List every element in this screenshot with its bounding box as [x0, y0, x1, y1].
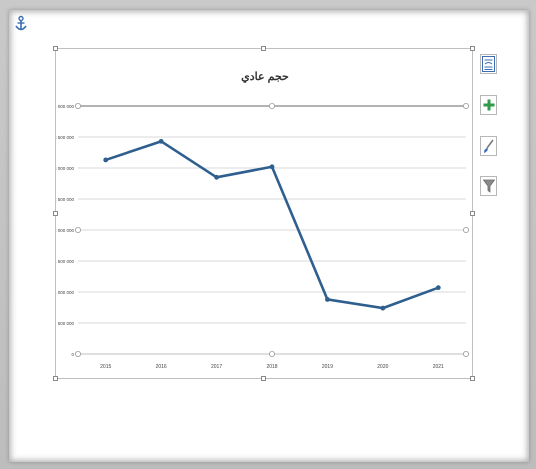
y-tick-label: 0 — [71, 352, 74, 357]
y-tick-label: 2 000 000 — [56, 228, 74, 233]
resize-handle[interactable] — [53, 211, 58, 216]
series — [103, 138, 441, 311]
y-tick-label: 500 000 — [58, 321, 75, 326]
resize-handle[interactable] — [53, 46, 58, 51]
x-tick-label: 2016 — [156, 364, 167, 370]
y-axis: 0 500 000 1 000 000 1 500 000 2 000 000 2 500… — [54, 104, 75, 357]
x-tick-label: 2017 — [211, 364, 222, 370]
chart-filters-button[interactable] — [480, 176, 497, 196]
document-page — [9, 10, 529, 462]
x-tick-label: 2020 — [377, 364, 388, 370]
line-chart: حجم عادي 0 500 000 1 000 000 1 500 000 2 000… — [54, 71, 469, 370]
data-point — [325, 297, 330, 302]
x-tick-label: 2021 — [433, 364, 444, 370]
plot-area-handle — [268, 103, 275, 110]
y-tick-label: 1 500 000 — [56, 259, 74, 264]
data-point — [380, 305, 386, 311]
y-tick-label: 2 500 000 — [56, 197, 74, 202]
gridlines — [78, 105, 466, 355]
chart-elements-plus-icon — [483, 99, 494, 111]
plot-area-handle — [74, 350, 81, 357]
chart-area[interactable]: حجم عادي 0 500 000 1 000 000 1 500 000 2 000… — [54, 48, 473, 379]
chart-styles-button[interactable] — [480, 136, 497, 156]
y-tick-label: 4 000 000 — [56, 104, 74, 109]
plot-area-handle — [462, 350, 469, 357]
plot-area-handle — [462, 226, 469, 233]
plot-area-handle — [462, 103, 469, 110]
chart-title: حجم عادي — [241, 71, 289, 84]
y-tick-label: 1 000 000 — [56, 290, 74, 295]
plot-area-handle — [74, 226, 81, 233]
chart-layout-icon — [482, 56, 495, 72]
x-tick-label: 2018 — [266, 364, 277, 370]
data-point — [158, 138, 164, 144]
plot-area-handle — [268, 350, 275, 357]
resize-handle[interactable] — [470, 46, 475, 51]
data-point — [269, 164, 275, 170]
resize-handle[interactable] — [53, 376, 58, 381]
y-tick-label: 3 500 000 — [56, 135, 74, 140]
resize-handle[interactable] — [261, 46, 266, 51]
resize-handle[interactable] — [261, 376, 266, 381]
plot-area-handle — [74, 103, 81, 110]
anchor-icon[interactable] — [14, 15, 28, 35]
chart-layout-button[interactable] — [480, 54, 497, 74]
chart-elements-button[interactable] — [480, 95, 497, 115]
resize-handle[interactable] — [470, 211, 475, 216]
plot-area-handles — [74, 103, 469, 357]
x-tick-label: 2019 — [322, 364, 333, 370]
chart-filters-funnel-icon — [482, 179, 495, 193]
x-tick-label: 2015 — [100, 364, 111, 370]
y-tick-label: 3 000 000 — [56, 166, 74, 171]
chart-styles-brush-icon — [484, 139, 494, 153]
resize-handle[interactable] — [470, 376, 475, 381]
data-point — [214, 174, 219, 180]
data-point — [435, 285, 441, 291]
data-point — [103, 157, 109, 163]
